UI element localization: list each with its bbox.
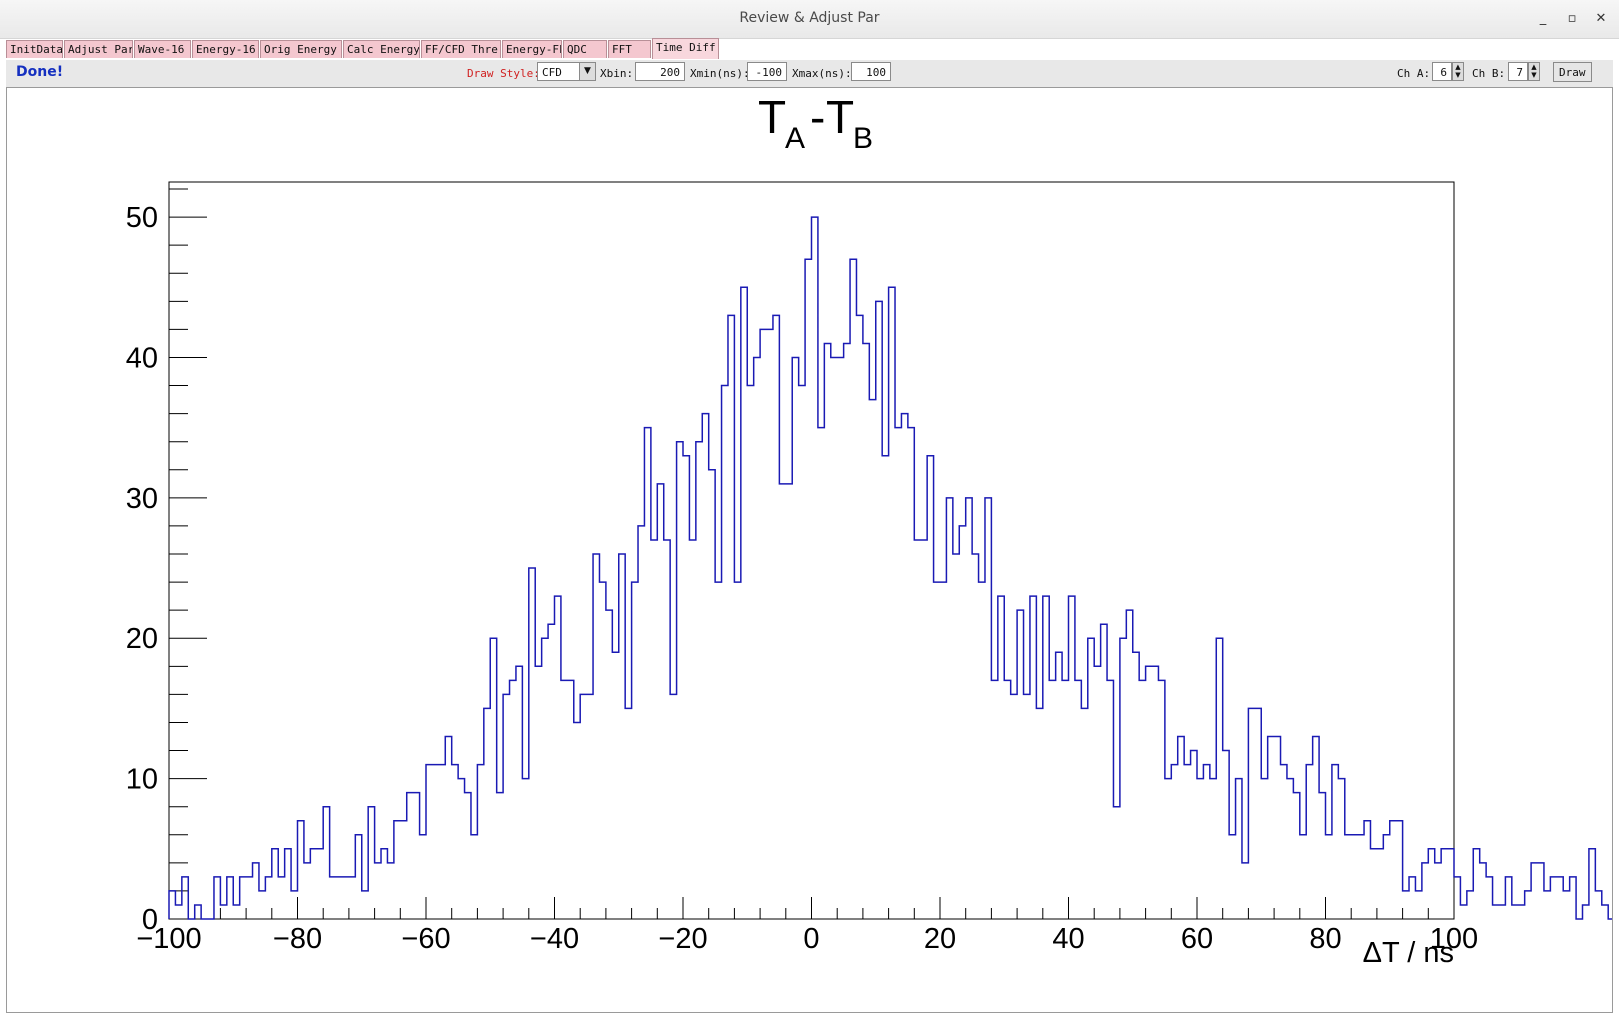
chart-title-main: T — [758, 91, 786, 143]
draw-style-label: Draw Style: — [467, 67, 540, 80]
histogram-series-line — [168, 216, 1612, 920]
draw-style-select[interactable]: CFD — [537, 62, 580, 81]
y-tick-label: 20 — [126, 623, 158, 655]
status-text: Done! — [16, 64, 64, 80]
x-tick-label: 80 — [1309, 923, 1341, 955]
x-tick-label: 100 — [1430, 923, 1478, 955]
tab-wave-16[interactable]: Wave-16 — [134, 40, 191, 58]
plot-frame — [168, 181, 1455, 920]
xmax-label: Xmax(ns): — [792, 67, 852, 80]
tab-qdc[interactable]: QDC — [563, 40, 607, 58]
y-tick-label: 0 — [142, 904, 158, 936]
x-tick-label: 40 — [1052, 923, 1084, 955]
tab-orig-energy[interactable]: Orig Energy — [260, 40, 342, 58]
chevron-down-icon[interactable]: ▼ — [579, 62, 596, 81]
x-tick-label: −60 — [401, 923, 450, 955]
tab-energy-16[interactable]: Energy-16 — [192, 40, 259, 58]
tab-adjust-par[interactable]: Adjust Par — [64, 40, 133, 58]
cha-label: Ch A: — [1397, 67, 1431, 80]
close-icon[interactable]: ✕ — [1595, 11, 1607, 26]
draw-button[interactable]: Draw — [1553, 62, 1592, 82]
tab-time-diff[interactable]: Time Diff — [652, 38, 719, 59]
minimize-icon[interactable]: _ — [1539, 11, 1547, 26]
window-title: Review & Adjust Par — [739, 10, 880, 26]
x-tick-label: −40 — [530, 923, 579, 955]
xbin-label: Xbin: — [600, 67, 634, 80]
chart-title-dash: - — [810, 91, 825, 143]
xmin-label: Xmin(ns): — [690, 67, 750, 80]
xbin-input[interactable]: 200 — [635, 62, 685, 81]
x-tick-label: −80 — [273, 923, 322, 955]
toolbar: Done! Draw Style: CFD ▼ Xbin: 200 Xmin(n… — [6, 59, 1613, 87]
y-tick-label: 30 — [126, 483, 158, 515]
tab-fft[interactable]: FFT — [608, 40, 651, 58]
y-tick-label: 40 — [126, 342, 158, 374]
tab-initdata[interactable]: InitData — [6, 40, 63, 58]
chb-label: Ch B: — [1472, 67, 1506, 80]
chb-spinner[interactable]: ▲ ▼ — [1528, 62, 1540, 81]
tab-ff-cfd-thre[interactable]: FF/CFD Thre — [421, 40, 501, 58]
tab-energy-ff[interactable]: Energy-FF — [502, 40, 562, 58]
x-tick-label: −100 — [136, 923, 201, 955]
cha-input[interactable]: 6 — [1432, 62, 1452, 81]
x-axis-label: ΔT / ns — [1363, 937, 1454, 969]
plot-canvas[interactable]: T A - T B ΔT / ns −100 −80 −60 −40 −20 0 20 40 6… — [6, 87, 1613, 1013]
x-tick-label: 20 — [924, 923, 956, 955]
cha-spinner[interactable]: ▲ ▼ — [1452, 62, 1464, 81]
chart-title-sub-b: B — [853, 122, 873, 155]
y-tick-label: 10 — [126, 764, 158, 796]
maximize-icon[interactable]: ▫ — [1567, 11, 1577, 26]
tab-calc-energy[interactable]: Calc Energy — [343, 40, 420, 58]
chb-input[interactable]: 7 — [1508, 62, 1528, 81]
chart-title-main-b: T — [826, 91, 854, 143]
xmin-input[interactable]: -100 — [747, 62, 787, 81]
x-tick-label: 0 — [803, 923, 819, 955]
y-tick-label: 50 — [126, 202, 158, 234]
xmax-input[interactable]: 100 — [851, 62, 891, 81]
chart-title-sub-a: A — [785, 122, 805, 155]
histogram-plot: T A - T B ΔT / ns −100 −80 −60 −40 −20 0 20 40 6… — [126, 91, 1612, 969]
x-tick-label: −20 — [658, 923, 707, 955]
x-tick-label: 60 — [1181, 923, 1213, 955]
window-titlebar: Review & Adjust Par _ ▫ ✕ — [0, 0, 1619, 39]
